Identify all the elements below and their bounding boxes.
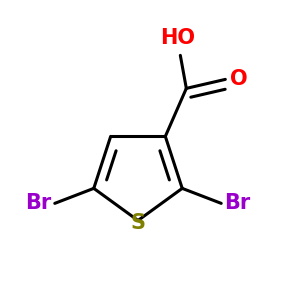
- Text: S: S: [130, 213, 146, 233]
- Text: Br: Br: [26, 194, 52, 213]
- Text: HO: HO: [160, 28, 195, 48]
- Text: O: O: [230, 69, 248, 89]
- Text: Br: Br: [224, 194, 250, 213]
